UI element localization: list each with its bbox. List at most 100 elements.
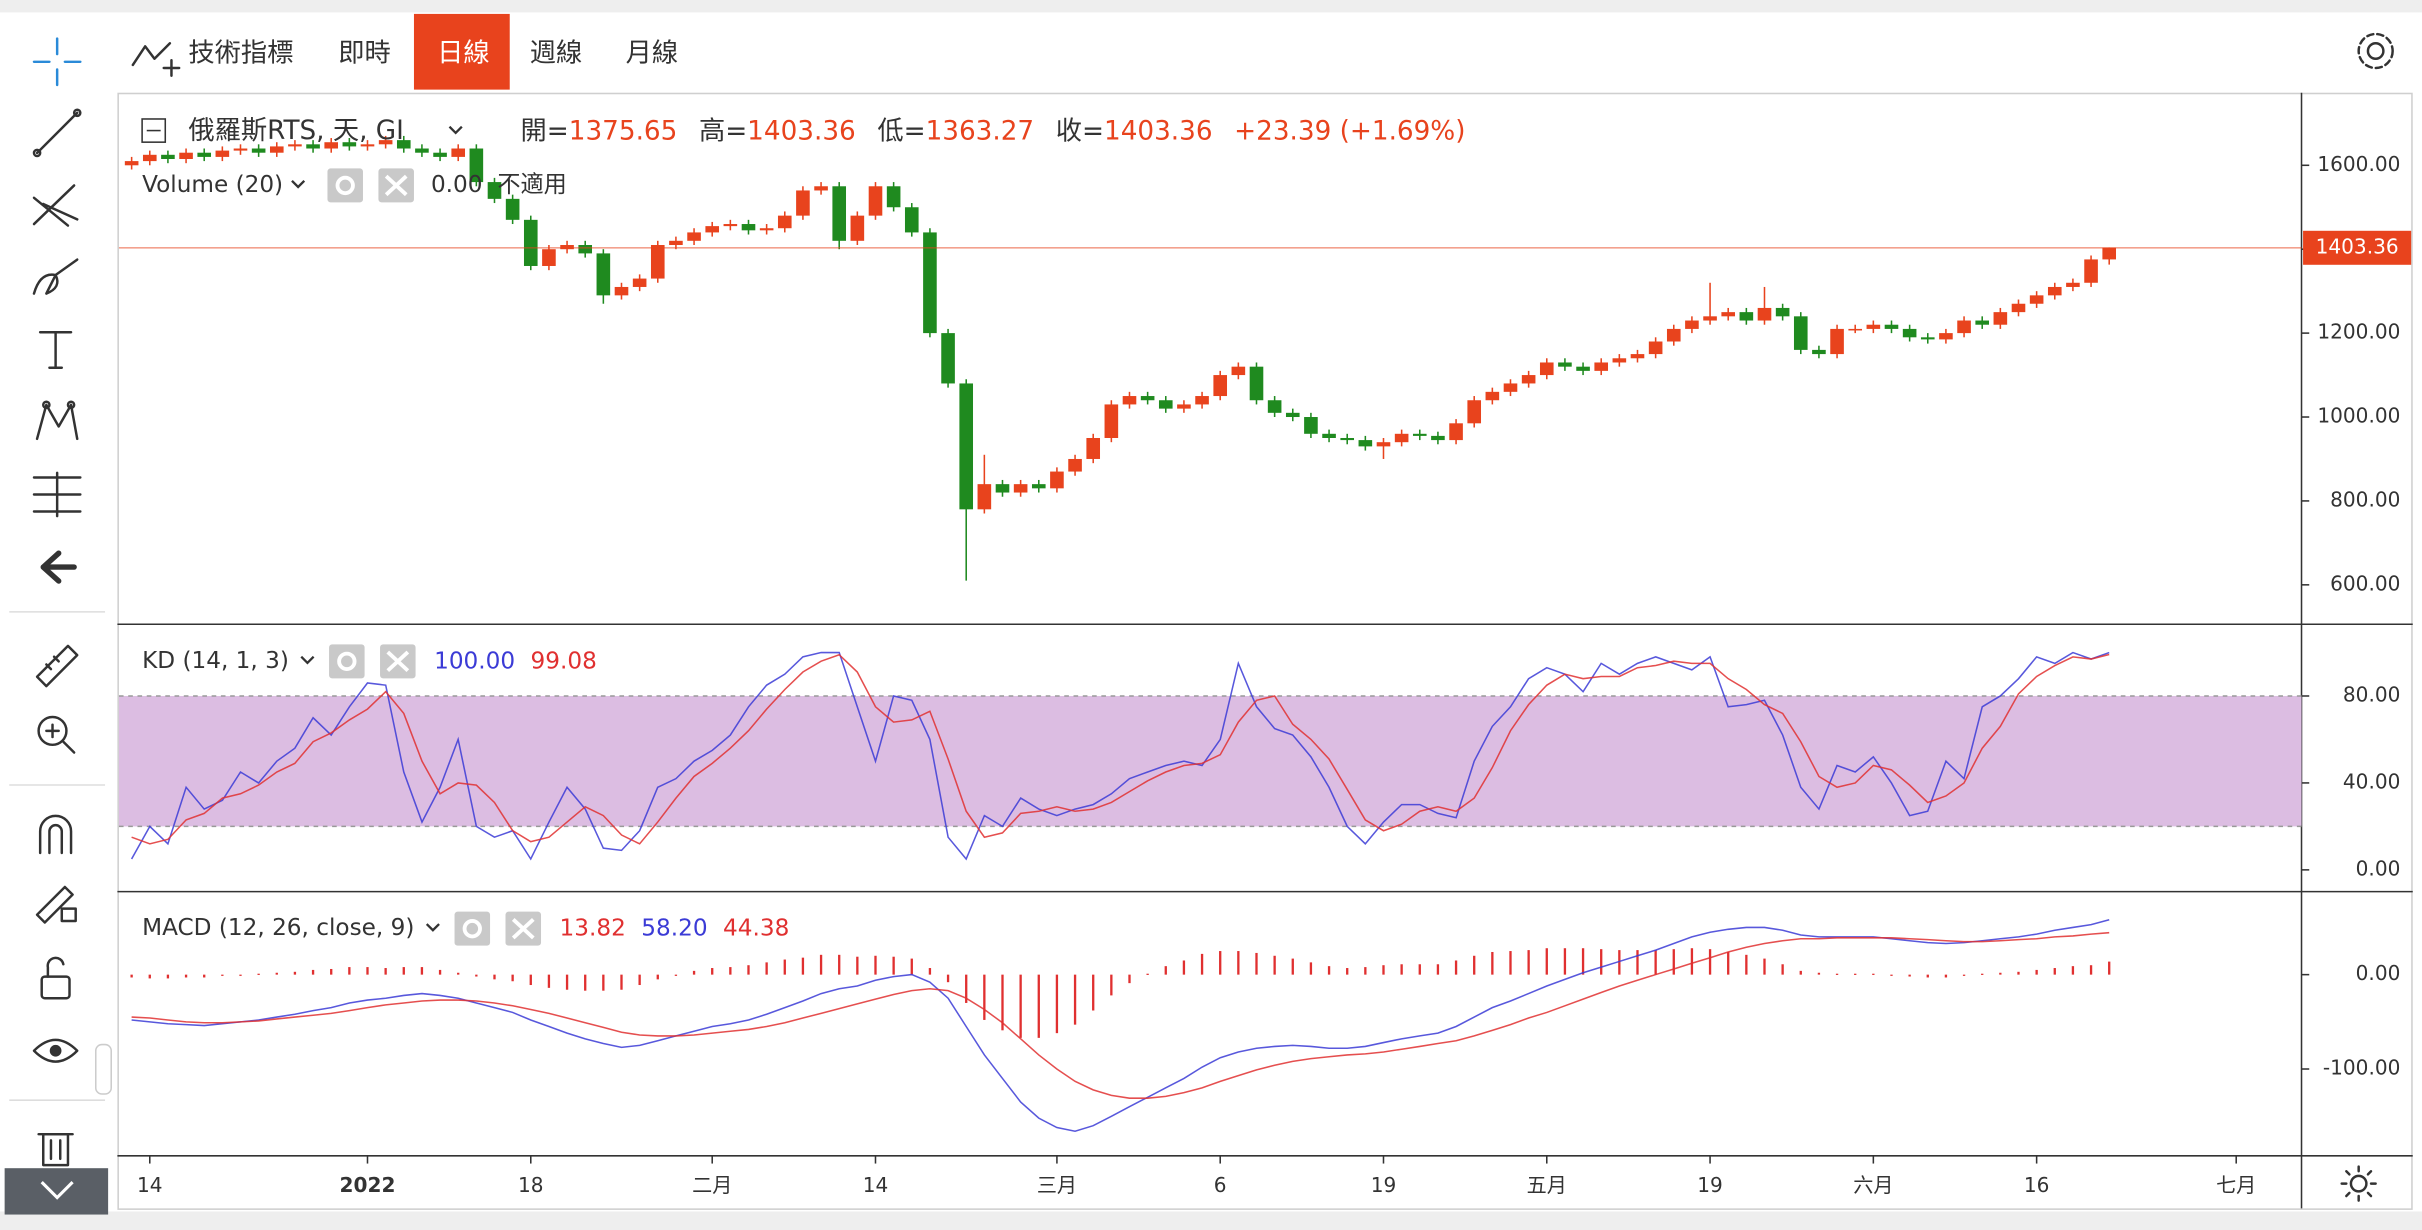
- candle-body: [288, 144, 302, 147]
- candle-body: [814, 186, 828, 191]
- measure-tool[interactable]: [32, 471, 82, 518]
- legend-value: 99.08: [531, 647, 597, 674]
- dropdown-chevron[interactable]: [448, 125, 463, 135]
- collapse-arrow: [40, 1181, 74, 1200]
- ruler-tool[interactable]: [35, 644, 79, 688]
- histogram-bar: [239, 974, 242, 976]
- toolbar-handle[interactable]: [94, 1043, 112, 1095]
- histogram-bar: [1436, 964, 1440, 975]
- candle-body: [142, 154, 157, 162]
- histogram-bar: [257, 973, 260, 975]
- lock-draw-tool[interactable]: [35, 885, 77, 924]
- histogram-bar: [1890, 974, 1893, 976]
- brush-tool[interactable]: [32, 258, 79, 295]
- indicator-settings[interactable]: [454, 911, 491, 946]
- eye-tool[interactable]: [32, 1038, 79, 1063]
- collapse-icon[interactable]: [141, 118, 167, 143]
- histogram-bar: [1309, 962, 1313, 975]
- candle-body: [1757, 307, 1772, 321]
- indicator-line: [130, 651, 2110, 861]
- settings-button[interactable]: [2357, 32, 2394, 70]
- text-tool[interactable]: [38, 330, 73, 370]
- candle-body: [904, 207, 919, 233]
- gear-glyph: [335, 175, 355, 196]
- dropdown-chevron[interactable]: [291, 179, 306, 189]
- histogram-bar: [529, 974, 532, 986]
- lock-tool[interactable]: [40, 956, 71, 1000]
- candle-body: [469, 148, 484, 183]
- indicator-settings[interactable]: [329, 644, 365, 679]
- toolbar-tab[interactable]: 即時: [338, 39, 390, 69]
- ohlc-readout: 開=1375.65 高=1403.36 低=1363.27 收=1403.36 +23.…: [521, 116, 1466, 146]
- back-tool[interactable]: [40, 550, 77, 584]
- histogram-bar: [1817, 972, 1821, 975]
- histogram-bar: [1872, 973, 1875, 975]
- legend-value: 100.00: [434, 647, 515, 674]
- indicator-settings[interactable]: [327, 168, 363, 203]
- histogram-bar: [1509, 951, 1512, 975]
- indicator-icon: [131, 42, 181, 77]
- histogram-bar: [221, 974, 224, 976]
- candle-body: [1666, 328, 1681, 342]
- active-interval-tab[interactable]: 日線: [437, 39, 489, 69]
- histogram-bar: [838, 954, 841, 975]
- candle-body: [124, 161, 139, 166]
- histogram-bar: [638, 974, 641, 986]
- candle-body: [415, 148, 429, 153]
- candle-body: [1104, 404, 1119, 438]
- histogram-bar: [1563, 948, 1567, 975]
- toolbar-tab[interactable]: 週線: [530, 39, 582, 69]
- histogram-bar: [1672, 949, 1675, 975]
- candle-body: [342, 142, 357, 147]
- candle-body: [161, 154, 175, 160]
- fork-tool[interactable]: [32, 184, 79, 227]
- candle-body: [650, 245, 665, 279]
- histogram-bar: [1200, 953, 1204, 975]
- y-tick-label: 40.00: [2343, 769, 2400, 793]
- candle-body: [197, 152, 212, 157]
- zoom-tool[interactable]: [37, 715, 76, 754]
- histogram-bar: [1364, 967, 1367, 975]
- candle-body: [324, 142, 339, 149]
- crosshair-tool[interactable]: [32, 37, 82, 87]
- candle-body: [2047, 286, 2062, 296]
- pattern-tool[interactable]: [35, 400, 79, 441]
- candle-body: [2102, 247, 2117, 260]
- candle-body: [1848, 328, 1863, 331]
- histogram-bar: [1037, 974, 1040, 1038]
- candle-body: [995, 484, 1010, 493]
- axis-settings-button[interactable]: [2340, 1165, 2377, 1202]
- dropdown-chevron[interactable]: [425, 923, 440, 932]
- toolbar-tab[interactable]: 月線: [626, 39, 678, 69]
- histogram-bar: [874, 955, 877, 975]
- candle-body: [505, 198, 520, 220]
- histogram-bar: [946, 974, 950, 983]
- histogram-bar: [1636, 950, 1639, 975]
- candle-body: [1594, 362, 1609, 371]
- candle-body: [1013, 484, 1028, 493]
- ohlc-label: 收=: [1056, 116, 1104, 146]
- dropdown-chevron[interactable]: [300, 655, 315, 665]
- candle-body: [396, 140, 411, 149]
- candle-body: [1703, 316, 1717, 321]
- histogram-bar: [965, 974, 968, 1003]
- candle-body: [632, 278, 647, 287]
- histogram-bar: [729, 967, 732, 975]
- indicator-name: MACD (12, 26, close, 9): [142, 914, 414, 941]
- toolbar-tab[interactable]: 技術指標: [188, 39, 293, 69]
- magnet-tool[interactable]: [38, 814, 73, 855]
- x-tick-label: 七月: [2216, 1173, 2256, 1197]
- histogram-bar: [1944, 974, 1948, 978]
- histogram-bar: [166, 974, 170, 979]
- line-tool[interactable]: [32, 108, 82, 158]
- candle-body: [578, 245, 593, 254]
- collapse-button[interactable]: [4, 1168, 109, 1215]
- candle-body: [215, 150, 230, 157]
- histogram-bar: [1835, 973, 1839, 975]
- histogram-bar: [457, 972, 460, 975]
- histogram-bar: [1854, 973, 1857, 975]
- histogram-bar: [130, 974, 133, 978]
- trash-tool[interactable]: [37, 1132, 74, 1167]
